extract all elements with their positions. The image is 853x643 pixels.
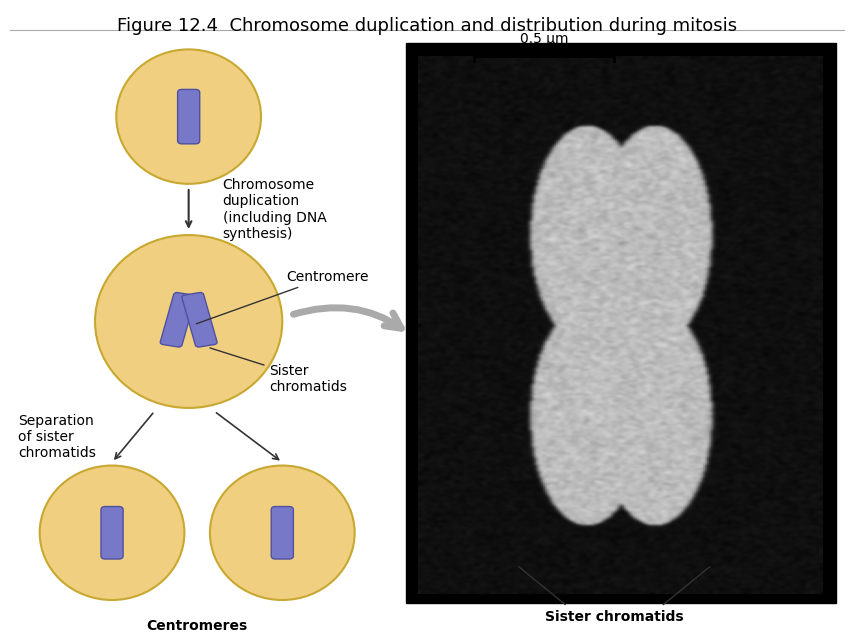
FancyBboxPatch shape bbox=[177, 89, 200, 144]
Text: 0.5 μm: 0.5 μm bbox=[519, 32, 567, 46]
FancyBboxPatch shape bbox=[271, 507, 293, 559]
FancyBboxPatch shape bbox=[160, 293, 195, 347]
FancyBboxPatch shape bbox=[182, 293, 217, 347]
FancyBboxPatch shape bbox=[101, 507, 123, 559]
Ellipse shape bbox=[210, 466, 354, 600]
Ellipse shape bbox=[39, 466, 184, 600]
Text: Sister chromatids: Sister chromatids bbox=[544, 610, 682, 624]
Text: Chromosome
duplication
(including DNA
synthesis): Chromosome duplication (including DNA sy… bbox=[223, 178, 326, 240]
Text: Separation
of sister
chromatids: Separation of sister chromatids bbox=[19, 413, 96, 460]
Ellipse shape bbox=[95, 235, 282, 408]
Text: Centromere: Centromere bbox=[196, 269, 368, 324]
Text: Figure 12.4  Chromosome duplication and distribution during mitosis: Figure 12.4 Chromosome duplication and d… bbox=[117, 17, 736, 35]
Ellipse shape bbox=[116, 50, 261, 184]
Bar bbox=[405, 43, 834, 603]
Text: Sister
chromatids: Sister chromatids bbox=[210, 348, 347, 394]
Text: Centromeres: Centromeres bbox=[147, 619, 247, 633]
